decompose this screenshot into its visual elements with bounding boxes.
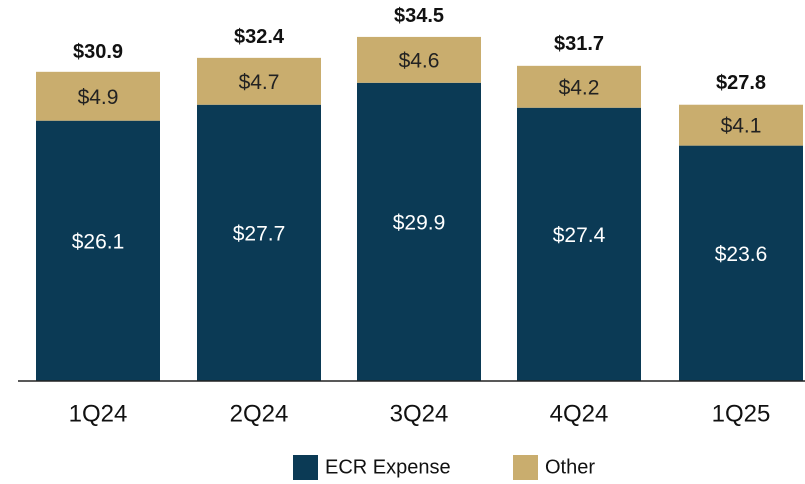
x-tick-label: 3Q24 — [390, 400, 449, 427]
bar-segment — [36, 71, 160, 121]
legend-label: ECR Expense — [325, 456, 451, 478]
value-label: $4.9 — [78, 86, 119, 109]
total-label: $27.8 — [716, 72, 766, 94]
bar-segment — [197, 57, 321, 105]
total-label: $34.5 — [394, 5, 444, 27]
value-label: $26.1 — [72, 230, 125, 253]
x-tick-label: 1Q24 — [69, 400, 128, 427]
bar-segment — [517, 107, 641, 381]
total-label: $31.7 — [554, 33, 604, 55]
value-label: $27.7 — [233, 222, 286, 245]
value-label: $4.6 — [399, 49, 440, 72]
value-label: $4.2 — [559, 76, 600, 99]
value-label: $4.7 — [239, 71, 280, 94]
bar-segment — [36, 120, 160, 382]
bar-segment — [679, 104, 803, 146]
total-label: $32.4 — [234, 26, 285, 48]
x-tick-label: 4Q24 — [550, 400, 609, 427]
value-label: $29.9 — [393, 211, 446, 234]
bar-segment — [679, 145, 803, 381]
value-label: $23.6 — [715, 243, 768, 266]
bar-segment — [357, 36, 481, 83]
total-label: $30.9 — [73, 41, 123, 63]
x-tick-label: 1Q25 — [712, 400, 771, 427]
bar-segment — [197, 104, 321, 382]
legend-label: Other — [545, 456, 595, 478]
x-tick-label: 2Q24 — [230, 400, 289, 427]
legend-swatch — [293, 455, 318, 480]
bar-segment — [517, 65, 641, 108]
legend-swatch — [513, 455, 538, 480]
value-label: $4.1 — [721, 115, 762, 138]
bar-segment — [357, 82, 481, 382]
value-label: $27.4 — [553, 224, 606, 247]
